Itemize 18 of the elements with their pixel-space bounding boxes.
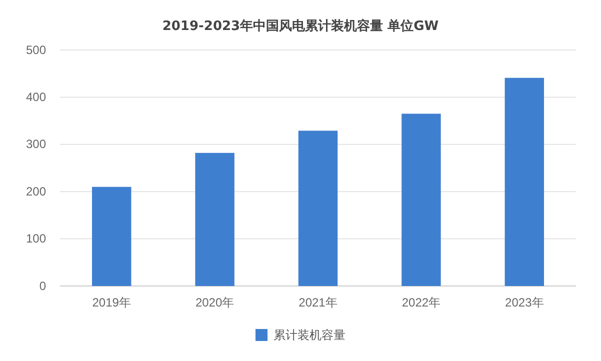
- legend-label: 累计装机容量: [274, 328, 346, 342]
- x-tick-label: 2021年: [298, 296, 338, 310]
- y-tick-label: 0: [39, 278, 46, 293]
- x-tick-label: 2022年: [402, 296, 441, 310]
- x-tick-label: 2020年: [195, 296, 234, 310]
- y-tick-label: 300: [26, 137, 46, 152]
- chart-title: 2019-2023年中国风电累计装机容量 单位GW: [162, 18, 439, 34]
- bar: [92, 186, 132, 286]
- y-tick-label: 500: [26, 42, 46, 57]
- y-tick-label: 200: [26, 184, 46, 198]
- x-tick-label: 2023年: [505, 296, 544, 310]
- bar: [402, 114, 441, 286]
- x-tick-label: 2019年: [92, 296, 131, 310]
- bar: [195, 152, 234, 286]
- y-tick-label: 400: [26, 90, 46, 104]
- bar: [504, 78, 544, 286]
- y-tick-label: 100: [26, 232, 46, 246]
- bar: [298, 130, 338, 286]
